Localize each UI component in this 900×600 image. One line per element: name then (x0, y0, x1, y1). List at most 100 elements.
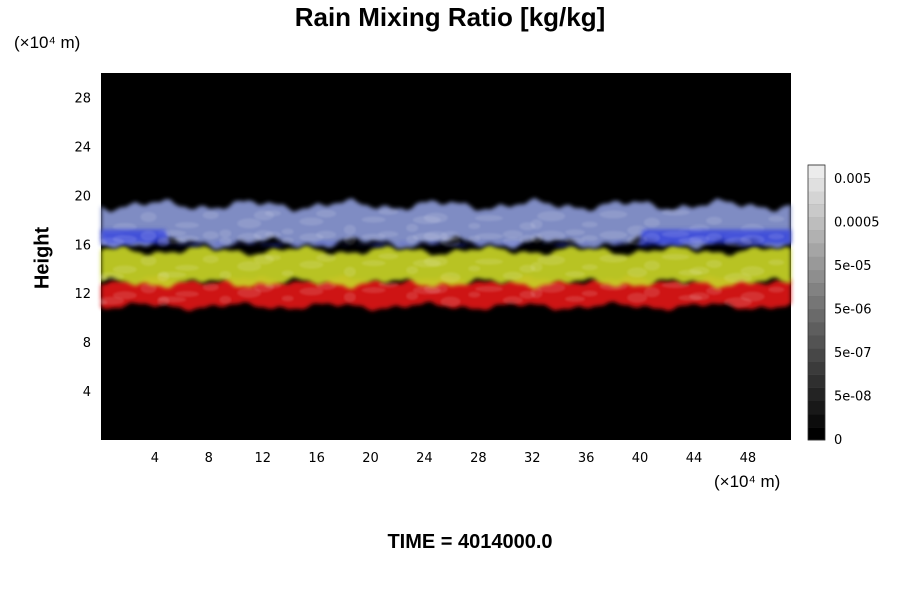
cloud-texture (237, 287, 262, 298)
colorbar: 0.005 0.0005 5e-05 5e-06 5e-07 5e-08 0 (807, 164, 880, 448)
cloud-texture (112, 265, 137, 274)
cloud-texture (468, 265, 481, 272)
colorbar-label: 0.0005 (834, 216, 880, 231)
colorbar-segment (808, 295, 825, 310)
cloud-texture (237, 261, 262, 272)
cloud-texture (581, 290, 598, 297)
cloud-texture (219, 237, 232, 246)
cloud-texture (343, 224, 356, 235)
colorbar-segment (808, 256, 825, 271)
colorbar-segment (808, 282, 825, 297)
cloud-texture (468, 291, 481, 298)
cloud-texture (343, 266, 356, 277)
cloud-texture (565, 229, 585, 236)
cloud-texture (537, 282, 566, 293)
cloud-texture (378, 253, 399, 260)
cloud-texture (643, 217, 660, 228)
x-axis-ticks: 4 8 12 16 20 24 28 32 36 40 44 48 (151, 451, 756, 466)
cloud-texture (423, 212, 448, 223)
cloud-texture (530, 262, 543, 272)
y-axis-ticks: 4 8 12 16 20 24 28 (74, 91, 91, 400)
cloud-texture (316, 281, 337, 290)
cloud-texture (689, 266, 710, 275)
cloud-texture (281, 295, 294, 302)
cloud-texture (565, 296, 585, 302)
cloud-texture (237, 218, 262, 229)
x-tick-label: 20 (362, 451, 379, 466)
cloud-texture (706, 216, 723, 225)
cloud-texture (723, 237, 752, 248)
cloud-texture (475, 258, 503, 265)
colorbar-segment (808, 322, 825, 336)
cloud-texture (502, 296, 523, 305)
cloud-texture (202, 283, 219, 291)
colorbar-segment (808, 191, 825, 205)
cloud-texture (281, 237, 294, 244)
cloud-texture (661, 282, 690, 289)
cloud-texture (723, 297, 752, 308)
colorbar-label: 5e-08 (834, 390, 872, 405)
cloud-texture (440, 237, 461, 248)
cloud-texture (440, 296, 461, 307)
cloud-texture (706, 260, 723, 268)
x-tick-label: 48 (740, 451, 757, 466)
cloud-texture (475, 286, 503, 292)
colorbar-label: 5e-06 (834, 303, 872, 318)
cloud-texture (502, 230, 523, 239)
time-value: 4014000.0 (458, 531, 553, 553)
cloud-texture (581, 235, 598, 242)
cloud-texture (202, 231, 219, 240)
cloud-texture (96, 237, 125, 246)
cloud-texture (627, 267, 648, 278)
cloud-texture (740, 266, 765, 277)
cloud-texture (140, 212, 157, 222)
cloud-texture (361, 260, 386, 267)
cloud-texture (219, 295, 232, 304)
chart-title: Rain Mixing Ratio [kg/kg] (294, 2, 606, 32)
cloud-texture (706, 286, 723, 295)
cloud-texture (643, 232, 660, 243)
cloud-texture (361, 216, 386, 223)
cloud-texture (475, 215, 503, 222)
cloud-texture (299, 260, 324, 269)
colorbar-segment (808, 269, 825, 284)
cloud-texture (265, 210, 281, 217)
colorbar-label: 0.005 (834, 172, 871, 187)
colorbar-segment (808, 335, 825, 349)
colorbar-segment (808, 217, 825, 231)
cloud-texture (599, 210, 628, 219)
cloud-texture (316, 253, 337, 262)
cloud-texture (468, 223, 481, 229)
x-tick-label: 4 (151, 451, 159, 466)
x-tick-label: 28 (470, 451, 487, 466)
colorbar-segment (808, 413, 825, 428)
cloud-texture (406, 223, 419, 232)
time-label: TIME (387, 531, 458, 553)
cloud-texture (158, 296, 187, 303)
cloud-texture (537, 230, 566, 241)
x-tick-label: 24 (416, 451, 433, 466)
cloud-texture (423, 231, 448, 242)
cloud-texture (768, 215, 785, 222)
cloud-texture (158, 271, 187, 278)
cloud-texture (265, 254, 281, 261)
y-tick-label: 28 (74, 91, 91, 106)
cloud-texture (689, 292, 710, 301)
cloud-texture (502, 237, 523, 246)
colorbar-label: 5e-05 (834, 259, 872, 274)
x-tick-label: 32 (524, 451, 541, 466)
cloud-texture (406, 235, 419, 244)
y-tick-label: 8 (83, 336, 91, 351)
colorbar-segment (808, 361, 825, 375)
cloud-texture (627, 292, 648, 303)
x-tick-label: 8 (205, 451, 213, 466)
cloud-texture (299, 287, 324, 296)
x-tick-label: 36 (578, 451, 595, 466)
cloud-texture (627, 235, 648, 246)
x-tick-label: 40 (632, 451, 649, 466)
cloud-texture (581, 221, 598, 228)
cloud-texture (468, 235, 481, 242)
cloud-texture (281, 228, 294, 235)
cloud-texture (378, 208, 399, 215)
cloud-texture (237, 232, 262, 243)
